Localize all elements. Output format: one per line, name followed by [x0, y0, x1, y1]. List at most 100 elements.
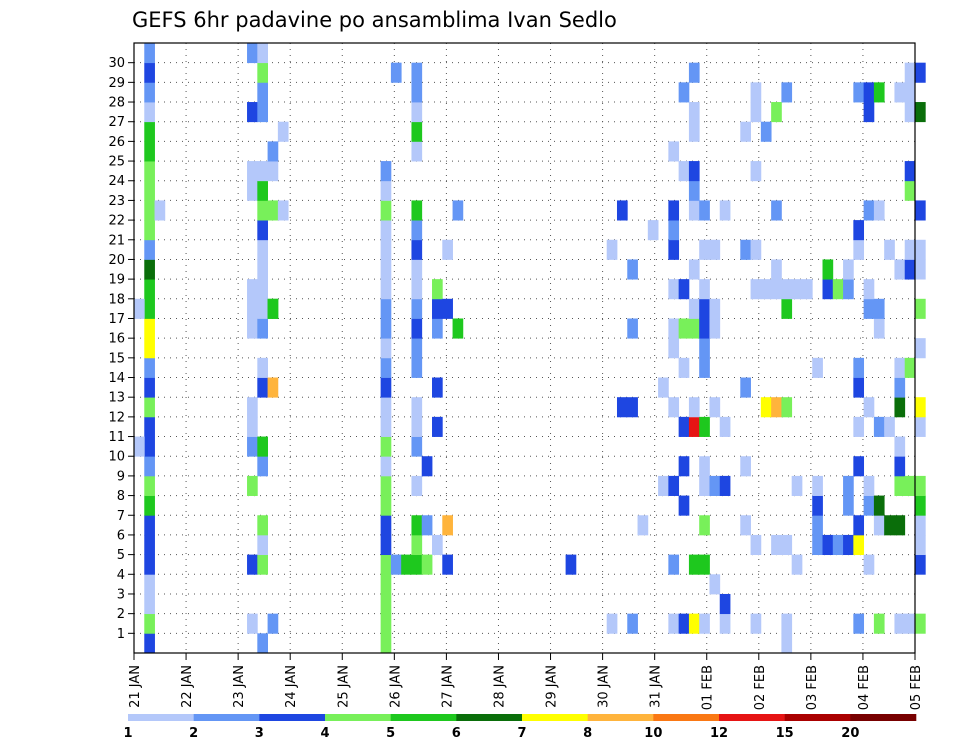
heatmap-cell — [915, 102, 926, 123]
heatmap-cell — [144, 200, 155, 221]
heatmap-cell — [442, 554, 453, 575]
heatmap-cell — [853, 515, 865, 536]
heatmap-cell — [380, 357, 392, 378]
heatmap-cell — [678, 357, 690, 378]
heatmap-cell — [771, 534, 782, 556]
heatmap-cell — [709, 574, 721, 595]
x-tick-label: 01 FEB — [701, 665, 716, 710]
heatmap-cell — [380, 416, 392, 437]
heatmap-cell — [688, 259, 700, 280]
heatmap-cell — [688, 161, 700, 182]
heatmap-cell — [668, 397, 680, 418]
heatmap-cell — [678, 416, 690, 437]
heatmap-cell — [873, 515, 885, 536]
heatmap-cell — [267, 613, 279, 634]
heatmap-cell — [853, 416, 865, 437]
y-tick-label: 19 — [108, 273, 125, 288]
heatmap-cell — [247, 397, 258, 418]
plot-frame — [133, 42, 916, 654]
x-tick-label: 29 JAN — [545, 665, 560, 708]
heatmap-cell — [411, 416, 423, 437]
heatmap-cell — [740, 121, 751, 142]
heatmap-cell — [709, 298, 721, 319]
heatmap-cell — [442, 515, 453, 536]
y-tick-label: 8 — [117, 489, 125, 504]
heatmap-cell — [144, 574, 155, 595]
heatmap-cell — [719, 416, 731, 437]
heatmap-cell — [668, 141, 680, 162]
y-tick-label: 24 — [108, 174, 125, 189]
y-tick-label: 4 — [117, 568, 125, 583]
heatmap-cell — [750, 102, 762, 123]
heatmap-cell — [154, 200, 166, 221]
heatmap-cell — [699, 475, 710, 496]
heatmap-cell — [144, 259, 155, 280]
heatmap-cell — [380, 574, 392, 595]
heatmap-cell — [668, 279, 680, 300]
heatmap-cell — [884, 515, 895, 536]
y-tick-label: 23 — [108, 194, 125, 209]
heatmap-cell — [894, 397, 906, 418]
y-tick-label: 13 — [108, 391, 125, 406]
heatmap-cell — [452, 200, 464, 221]
heatmap-cell — [915, 338, 926, 359]
heatmap-cell — [843, 475, 854, 496]
heatmap-cell — [750, 613, 762, 634]
heatmap-cell — [637, 515, 649, 536]
heatmap-cell — [144, 180, 155, 201]
heatmap-cell — [144, 318, 155, 339]
heatmap-cell — [863, 397, 875, 418]
heatmap-cell — [853, 534, 865, 556]
heatmap-cell — [380, 397, 392, 418]
heatmap-cell — [915, 613, 926, 634]
x-tick-label: 28 JAN — [492, 665, 507, 708]
heatmap-cell — [904, 357, 916, 378]
heatmap-cell — [411, 121, 423, 142]
heatmap-cell — [442, 298, 453, 319]
heatmap-cell — [380, 593, 392, 615]
heatmap-cell — [853, 239, 865, 260]
legend-bound-label: 12 — [710, 726, 728, 741]
heatmap-cell — [380, 436, 392, 457]
heatmap-cell — [411, 534, 423, 556]
heatmap-cell — [801, 279, 813, 300]
heatmap-cell — [380, 554, 392, 575]
y-tick-label: 3 — [117, 587, 125, 602]
legend-bound-label: 8 — [583, 726, 592, 741]
heatmap-cell — [915, 62, 926, 83]
heatmap-cell — [247, 161, 258, 182]
heatmap-cell — [257, 436, 268, 457]
y-tick-label: 17 — [108, 312, 125, 327]
heatmap-cell — [606, 613, 618, 634]
legend-swatch — [587, 714, 654, 721]
heatmap-cell — [760, 397, 772, 418]
y-tick-label: 27 — [108, 115, 125, 130]
y-tick-label: 6 — [117, 528, 125, 543]
y-tick-label: 7 — [117, 509, 125, 524]
heatmap-cell — [380, 456, 392, 477]
heatmap-cell — [257, 515, 268, 536]
heatmap-cell — [668, 220, 680, 241]
heatmap-cell — [668, 613, 680, 634]
heatmap-cell — [884, 416, 895, 437]
heatmap-cell — [904, 613, 916, 634]
legend-swatch — [193, 714, 260, 721]
heatmap-cell — [915, 554, 926, 575]
heatmap-cell — [411, 436, 423, 457]
heatmap-cell — [380, 161, 392, 182]
heatmap-cell — [781, 397, 793, 418]
heatmap-cell — [144, 298, 155, 319]
heatmap-cell — [247, 279, 258, 300]
x-tick-label: 25 JAN — [336, 665, 351, 708]
x-tick-label: 04 FEB — [857, 665, 872, 710]
heatmap-cell — [853, 377, 865, 398]
heatmap-cell — [894, 475, 906, 496]
x-tick-label: 02 FEB — [753, 665, 768, 710]
heatmap-cell — [915, 200, 926, 221]
heatmap-cell — [688, 62, 700, 83]
heatmap-cell — [390, 554, 402, 575]
y-tick-label: 10 — [108, 450, 125, 465]
heatmap-cell — [380, 534, 392, 556]
legend-bound-label: 15 — [776, 726, 794, 741]
heatmap-cell — [894, 613, 906, 634]
